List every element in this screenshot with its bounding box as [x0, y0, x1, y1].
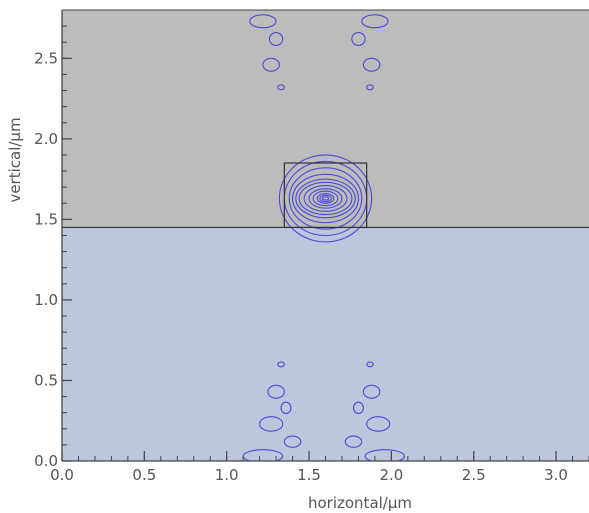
y-tick-label: 2.5 — [34, 49, 58, 67]
side-lobe-contour-19 — [344, 435, 363, 448]
y-tick-label: 2.0 — [34, 130, 58, 148]
x-tick-label: 0.0 — [50, 466, 74, 484]
mode-contour-12 — [278, 154, 373, 243]
waveguide-structure — [62, 162, 589, 229]
x-tick-label: 1.5 — [297, 466, 321, 484]
side-lobe-contour-8 — [366, 84, 374, 91]
cladding-regions — [62, 10, 589, 461]
x-tick-label: 1.0 — [215, 466, 239, 484]
side-lobe-contour-7 — [362, 57, 381, 72]
mode-contour-4 — [312, 190, 339, 207]
side-lobe-contour-3 — [262, 57, 280, 72]
mode-contour-5 — [308, 188, 343, 209]
side-lobe-contour-20 — [364, 449, 406, 461]
side-lobe-contour-11 — [280, 401, 292, 415]
y-axis-label: vertical/μm — [6, 117, 24, 202]
side-lobe-contour-1 — [249, 14, 277, 29]
x-tick-label: 0.5 — [132, 466, 156, 484]
x-tick-label: 2.5 — [462, 466, 486, 484]
y-tick-label: 0.5 — [34, 371, 58, 389]
x-tick-label: 2.0 — [379, 466, 403, 484]
side-lobe-contour-15 — [366, 361, 374, 368]
x-axis-label: horizontal/μm — [308, 494, 412, 512]
y-tick-label: 1.0 — [34, 291, 58, 309]
mode-contour-8 — [295, 178, 356, 219]
side-lobe-contour-4 — [277, 84, 285, 91]
side-lobe-contour-16 — [362, 384, 381, 399]
y-tick-label: 0.0 — [34, 452, 58, 470]
field-contours — [242, 14, 406, 461]
side-lobe-contour-13 — [283, 435, 302, 448]
side-lobe-contour-9 — [277, 361, 285, 368]
side-lobe-contour-17 — [352, 401, 364, 415]
side-lobe-contour-12 — [259, 416, 284, 432]
mode-contour-6 — [303, 185, 348, 212]
y-tick-label: 1.5 — [34, 210, 58, 228]
mode-contour-2 — [319, 194, 332, 203]
mode-contour-7 — [298, 181, 353, 216]
side-lobe-contour-18 — [366, 416, 391, 432]
side-lobe-contour-6 — [351, 32, 366, 46]
mode-contour-10 — [288, 167, 363, 230]
side-lobe-contour-5 — [361, 14, 389, 29]
x-tick-label: 3.0 — [544, 466, 568, 484]
mode-contour-9 — [292, 173, 359, 224]
lower-cladding-region — [62, 227, 589, 461]
side-lobe-contour-10 — [267, 384, 285, 399]
axes: 0.0 0.5 1.0 1.5 2.0 2.5 3.0 0.0 0.5 1.0 1.5 2.0 2.5 — [34, 9, 589, 484]
side-lobe-contour-2 — [268, 32, 284, 46]
mode-contour-3 — [316, 193, 335, 204]
mode-contour-1 — [321, 196, 330, 201]
